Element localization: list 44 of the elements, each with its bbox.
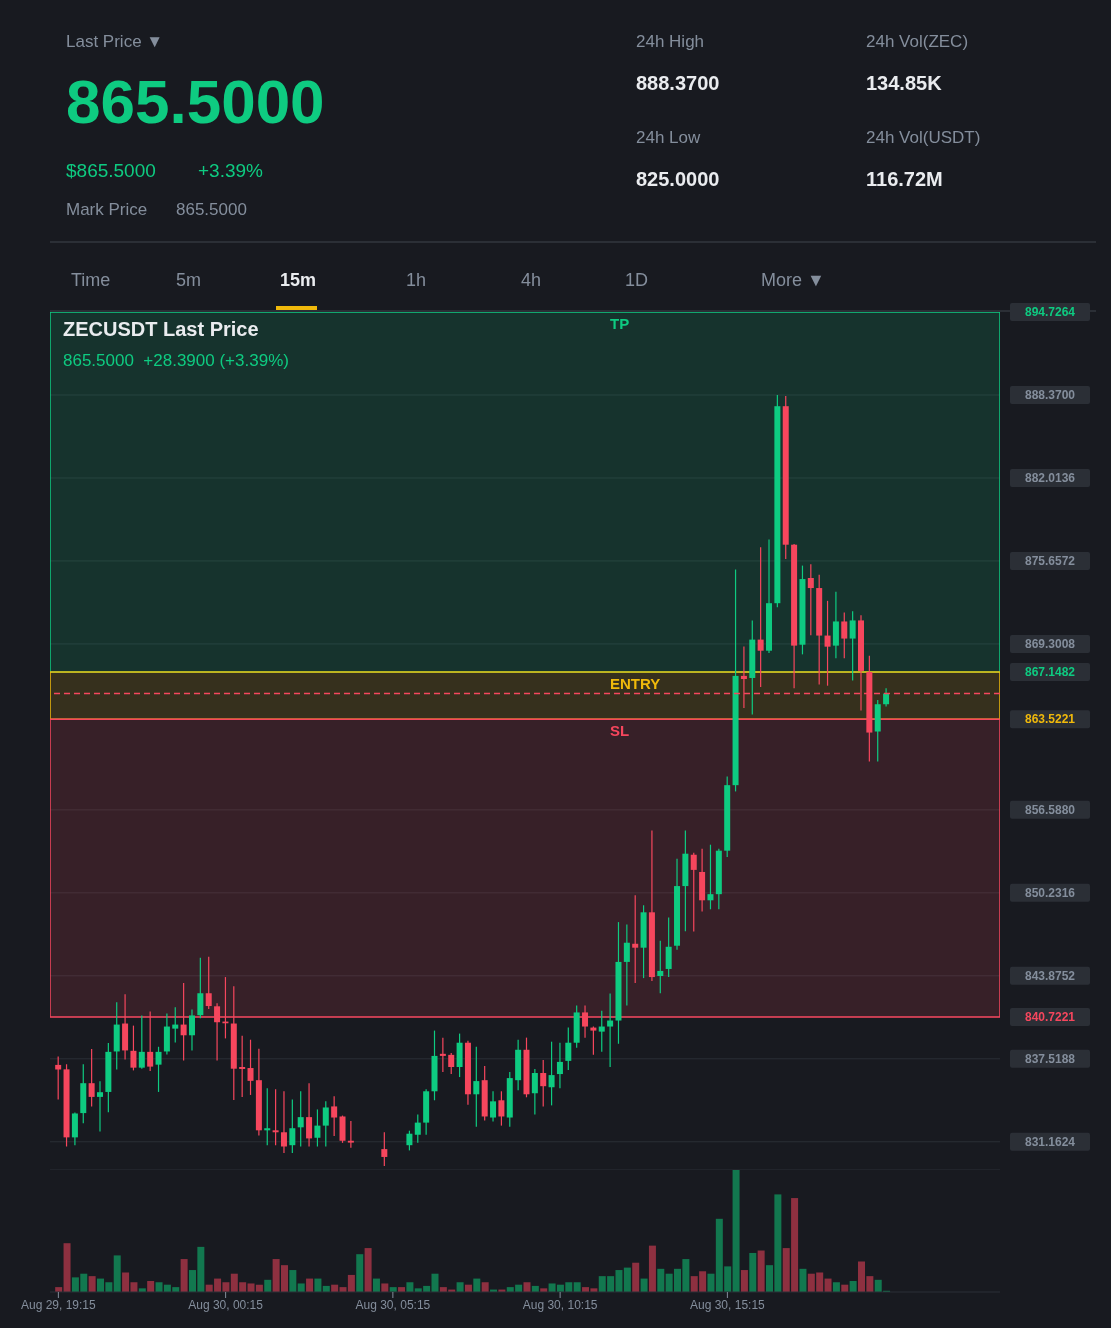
text: 24h Vol(USDT) (866, 128, 981, 148)
text: 15m (280, 270, 317, 291)
chart-title: ZECUSDT Last Price (63, 318, 259, 341)
text: 888.3700 (636, 72, 720, 95)
text: 1h (406, 270, 427, 291)
y-tick-label: 863.5221 (1024, 712, 1076, 727)
text: $865.5000 (66, 160, 156, 182)
y-tick-label: 867.1482 (1024, 665, 1076, 680)
y-tick-label: 843.8752 (1024, 968, 1076, 983)
y-tick-label: 882.0136 (1024, 470, 1076, 485)
text: 24h Vol(ZEC) (866, 32, 969, 52)
x-tick-label: Aug 30, 00:15 (188, 1297, 264, 1312)
text: +3.39% (198, 160, 263, 182)
text: 5m (176, 270, 202, 291)
text: 825.0000 (636, 168, 720, 191)
text: 1D (625, 270, 649, 291)
y-tick-label: 837.5188 (1024, 1051, 1076, 1066)
y-tick-label: 856.5880 (1024, 802, 1076, 817)
text: 865.5000 (66, 66, 325, 137)
band-label: TP (610, 315, 630, 332)
text: More ▼ (761, 270, 825, 291)
y-tick-label: 875.6572 (1024, 553, 1076, 568)
x-tick-label: Aug 30, 15:15 (690, 1297, 766, 1312)
x-tick-label: Aug 30, 05:15 (355, 1297, 431, 1312)
y-tick-label: 894.7264 (1024, 305, 1076, 319)
y-tick-label: 869.3008 (1024, 636, 1076, 651)
text: Last Price ▼ (66, 32, 164, 52)
text: 116.72M (866, 168, 943, 191)
text: Mark Price (66, 200, 148, 220)
text: 4h (521, 270, 542, 291)
text: 865.5000 +28.3900 (+3.39%) (63, 351, 289, 371)
text: 24h High (636, 32, 705, 52)
text: 865.5000 (176, 200, 247, 220)
band-label: SL (610, 722, 630, 740)
band-label: ENTRY (610, 675, 661, 693)
x-tick-label: Aug 30, 10:15 (522, 1297, 598, 1312)
y-tick-label: 831.1624 (1024, 1134, 1076, 1149)
y-tick-label: 840.7221 (1024, 1009, 1076, 1024)
text: Time (71, 270, 111, 291)
x-tick-label: Aug 29, 19:15 (21, 1297, 97, 1312)
text: 24h Low (636, 128, 701, 148)
text: 134.85K (866, 72, 942, 95)
y-tick-label: 850.2316 (1024, 885, 1076, 900)
y-tick-label: 888.3700 (1024, 387, 1076, 402)
